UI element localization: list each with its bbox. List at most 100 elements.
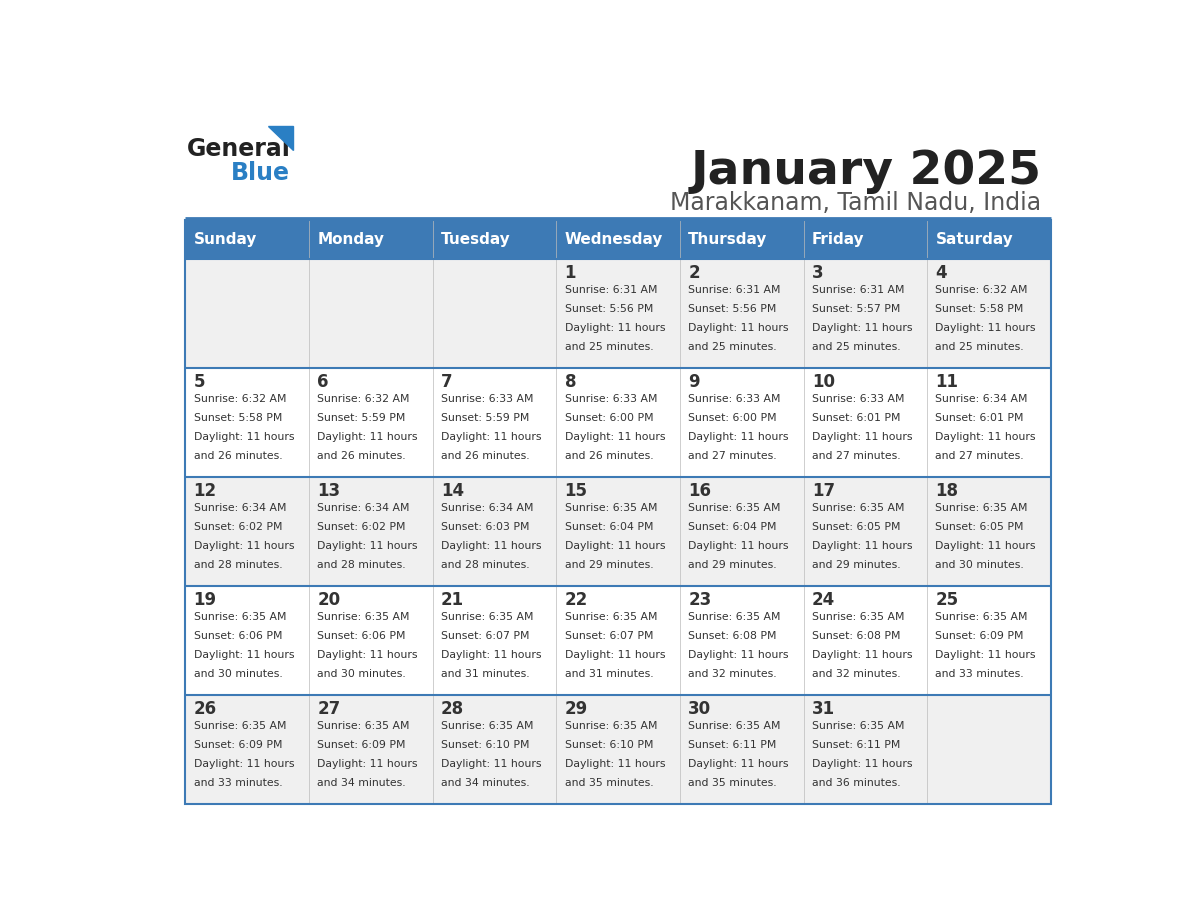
Polygon shape — [268, 126, 293, 150]
Text: and 31 minutes.: and 31 minutes. — [564, 669, 653, 678]
Text: Sunset: 5:59 PM: Sunset: 5:59 PM — [317, 413, 405, 423]
Text: 3: 3 — [811, 264, 823, 282]
Text: 30: 30 — [688, 700, 712, 718]
Text: Daylight: 11 hours: Daylight: 11 hours — [194, 541, 295, 551]
Text: and 25 minutes.: and 25 minutes. — [688, 341, 777, 352]
Text: Sunset: 5:57 PM: Sunset: 5:57 PM — [811, 304, 901, 314]
Text: Sunrise: 6:32 AM: Sunrise: 6:32 AM — [935, 285, 1028, 296]
Text: 20: 20 — [317, 591, 341, 610]
Text: 23: 23 — [688, 591, 712, 610]
Text: Sunset: 6:02 PM: Sunset: 6:02 PM — [317, 522, 406, 532]
Text: Sunset: 6:05 PM: Sunset: 6:05 PM — [811, 522, 901, 532]
Text: 5: 5 — [194, 374, 206, 391]
Text: Daylight: 11 hours: Daylight: 11 hours — [194, 650, 295, 660]
Text: 7: 7 — [441, 374, 453, 391]
Text: and 25 minutes.: and 25 minutes. — [811, 341, 901, 352]
Text: Sunrise: 6:31 AM: Sunrise: 6:31 AM — [688, 285, 781, 296]
Text: and 26 minutes.: and 26 minutes. — [441, 451, 530, 461]
Text: Sunset: 6:00 PM: Sunset: 6:00 PM — [564, 413, 653, 423]
Text: Sunset: 6:11 PM: Sunset: 6:11 PM — [688, 740, 777, 750]
Text: Daylight: 11 hours: Daylight: 11 hours — [688, 323, 789, 333]
Text: Daylight: 11 hours: Daylight: 11 hours — [688, 759, 789, 769]
Text: and 33 minutes.: and 33 minutes. — [194, 778, 283, 788]
Text: Sunrise: 6:35 AM: Sunrise: 6:35 AM — [317, 722, 410, 732]
Text: Daylight: 11 hours: Daylight: 11 hours — [935, 650, 1036, 660]
Text: and 30 minutes.: and 30 minutes. — [194, 669, 283, 678]
Text: and 28 minutes.: and 28 minutes. — [441, 560, 530, 570]
Text: Daylight: 11 hours: Daylight: 11 hours — [564, 541, 665, 551]
Text: and 35 minutes.: and 35 minutes. — [688, 778, 777, 788]
Text: and 34 minutes.: and 34 minutes. — [441, 778, 530, 788]
Text: Blue: Blue — [230, 161, 290, 185]
Text: Sunrise: 6:35 AM: Sunrise: 6:35 AM — [811, 722, 904, 732]
Text: Daylight: 11 hours: Daylight: 11 hours — [564, 323, 665, 333]
Text: 6: 6 — [317, 374, 329, 391]
Text: General: General — [188, 137, 291, 161]
Text: 28: 28 — [441, 700, 465, 718]
Bar — [185, 259, 1051, 368]
Text: and 26 minutes.: and 26 minutes. — [564, 451, 653, 461]
Text: Sunset: 6:07 PM: Sunset: 6:07 PM — [564, 632, 653, 642]
Text: Sunrise: 6:32 AM: Sunrise: 6:32 AM — [194, 395, 286, 405]
Text: Daylight: 11 hours: Daylight: 11 hours — [811, 541, 912, 551]
Text: Daylight: 11 hours: Daylight: 11 hours — [688, 650, 789, 660]
Text: 11: 11 — [935, 374, 959, 391]
Text: and 30 minutes.: and 30 minutes. — [935, 560, 1024, 570]
Text: Friday: Friday — [811, 232, 865, 247]
Text: Daylight: 11 hours: Daylight: 11 hours — [194, 759, 295, 769]
Text: Sunset: 6:04 PM: Sunset: 6:04 PM — [688, 522, 777, 532]
Text: 13: 13 — [317, 482, 341, 500]
Text: Daylight: 11 hours: Daylight: 11 hours — [441, 541, 542, 551]
Text: Sunrise: 6:33 AM: Sunrise: 6:33 AM — [811, 395, 904, 405]
Text: Daylight: 11 hours: Daylight: 11 hours — [194, 432, 295, 442]
Text: and 35 minutes.: and 35 minutes. — [564, 778, 653, 788]
Text: Saturday: Saturday — [935, 232, 1013, 247]
Text: Sunset: 5:59 PM: Sunset: 5:59 PM — [441, 413, 530, 423]
Text: and 28 minutes.: and 28 minutes. — [194, 560, 283, 570]
Text: Sunrise: 6:35 AM: Sunrise: 6:35 AM — [564, 612, 657, 622]
Text: and 27 minutes.: and 27 minutes. — [935, 451, 1024, 461]
Text: Daylight: 11 hours: Daylight: 11 hours — [811, 650, 912, 660]
Text: Sunrise: 6:33 AM: Sunrise: 6:33 AM — [564, 395, 657, 405]
Text: Sunset: 6:01 PM: Sunset: 6:01 PM — [935, 413, 1024, 423]
Text: 29: 29 — [564, 700, 588, 718]
Text: 2: 2 — [688, 264, 700, 282]
Text: Sunset: 6:05 PM: Sunset: 6:05 PM — [935, 522, 1024, 532]
Text: 22: 22 — [564, 591, 588, 610]
Text: Daylight: 11 hours: Daylight: 11 hours — [564, 759, 665, 769]
Text: 27: 27 — [317, 700, 341, 718]
Text: Daylight: 11 hours: Daylight: 11 hours — [811, 323, 912, 333]
Text: 24: 24 — [811, 591, 835, 610]
Text: Daylight: 11 hours: Daylight: 11 hours — [564, 432, 665, 442]
Bar — [185, 368, 1051, 477]
Text: Sunset: 6:06 PM: Sunset: 6:06 PM — [194, 632, 282, 642]
Text: 26: 26 — [194, 700, 216, 718]
Text: Daylight: 11 hours: Daylight: 11 hours — [688, 541, 789, 551]
Text: Sunrise: 6:35 AM: Sunrise: 6:35 AM — [688, 722, 781, 732]
Text: Sunset: 6:10 PM: Sunset: 6:10 PM — [441, 740, 530, 750]
Text: Wednesday: Wednesday — [564, 232, 663, 247]
Text: Sunrise: 6:35 AM: Sunrise: 6:35 AM — [317, 612, 410, 622]
Text: Monday: Monday — [317, 232, 384, 247]
Text: Sunset: 6:03 PM: Sunset: 6:03 PM — [441, 522, 530, 532]
Text: 15: 15 — [564, 482, 588, 500]
Text: Daylight: 11 hours: Daylight: 11 hours — [935, 541, 1036, 551]
Text: Sunday: Sunday — [194, 232, 257, 247]
Text: Daylight: 11 hours: Daylight: 11 hours — [317, 541, 418, 551]
Text: 17: 17 — [811, 482, 835, 500]
Text: and 31 minutes.: and 31 minutes. — [441, 669, 530, 678]
Text: Daylight: 11 hours: Daylight: 11 hours — [811, 759, 912, 769]
Text: 12: 12 — [194, 482, 216, 500]
Text: Daylight: 11 hours: Daylight: 11 hours — [564, 650, 665, 660]
Text: Sunset: 6:00 PM: Sunset: 6:00 PM — [688, 413, 777, 423]
Text: Sunset: 6:06 PM: Sunset: 6:06 PM — [317, 632, 406, 642]
Text: Sunset: 5:58 PM: Sunset: 5:58 PM — [194, 413, 282, 423]
Text: Sunset: 6:02 PM: Sunset: 6:02 PM — [194, 522, 282, 532]
Text: Thursday: Thursday — [688, 232, 767, 247]
Text: Sunrise: 6:32 AM: Sunrise: 6:32 AM — [317, 395, 410, 405]
Text: and 27 minutes.: and 27 minutes. — [688, 451, 777, 461]
Text: and 25 minutes.: and 25 minutes. — [564, 341, 653, 352]
Text: Sunrise: 6:31 AM: Sunrise: 6:31 AM — [811, 285, 904, 296]
Text: Daylight: 11 hours: Daylight: 11 hours — [317, 432, 418, 442]
Text: January 2025: January 2025 — [690, 149, 1042, 194]
